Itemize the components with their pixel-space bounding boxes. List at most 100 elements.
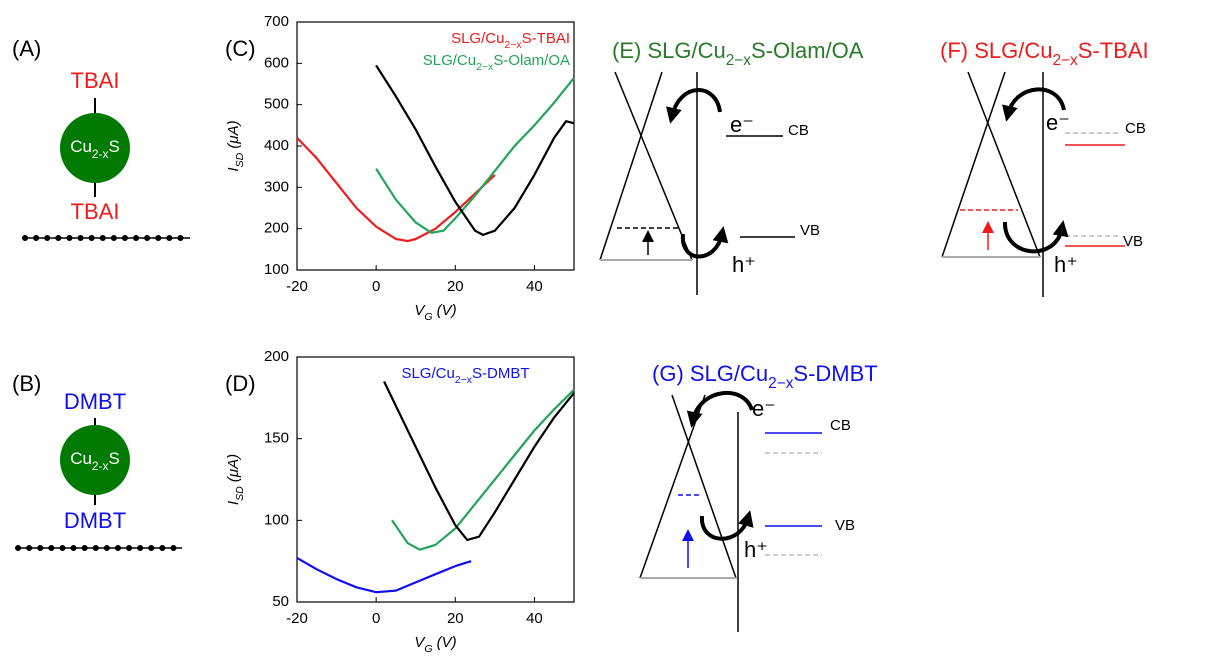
ligand-label: TBAI [71,199,120,224]
text-run: SLG/Cu [451,30,504,47]
cb-label: CB [788,122,809,139]
data-line [296,136,496,243]
text-run: V [414,634,426,651]
text-run: S-Olam/OA [751,38,864,63]
panel-e: (E) SLG/Cu2−xS-Olam/OA e⁻ h⁺ CB VB [599,38,864,295]
panel-a: (A) TBAI Cu2-xS TBAI [12,36,193,241]
y-tick-label: 400 [264,137,289,154]
panel-g: (G) SLG/Cu2−xS-DMBT e⁻ h⁺ CB VB [639,361,878,632]
particle-label: Cu2-xS [70,449,120,473]
text-run: S-DMBT [472,365,530,382]
text-run: SLG/Cu [401,365,454,382]
subscript: 2-x [92,147,109,161]
x-tick-label: 0 [372,278,380,295]
text-run: (V) [433,634,457,651]
x-tick-label: 20 [447,278,464,295]
text-run: S-DMBT [793,361,877,386]
ligand-label: TBAI [71,68,120,93]
plot-frame [296,356,575,603]
dirac-cone [614,71,693,261]
vb-label: VB [835,517,855,534]
text-run: I [225,167,242,171]
electron-label: e⁻ [752,396,776,421]
text-run: (V) [433,302,457,319]
data-line [296,556,472,594]
text-run: S-TBAI [522,30,570,47]
x-axis-label: VG (V) [414,302,456,323]
dirac-cone [599,71,663,261]
dirac-cone [671,394,737,579]
transfer-arrow [666,88,722,124]
x-tick-label: 40 [526,278,543,295]
y-tick-label: 600 [264,54,289,71]
y-axis-label: ISD (μA) [225,454,246,505]
particle [60,113,130,183]
x-tick-label: 20 [447,610,464,627]
subscript: G [424,643,432,655]
panel-label: (B) [12,371,41,396]
panel-label: (C) [225,36,256,61]
hole-label: h⁺ [732,252,756,277]
text-run: (μA) [225,120,242,152]
panel-f: (F) SLG/Cu2−xS-TBAI e⁻ h⁺ CB VB [940,38,1149,297]
text-run: S [108,137,119,156]
y-tick-label: 100 [264,511,289,528]
panel-label: (D) [225,371,256,396]
hole-label: h⁺ [744,537,768,562]
diagram-title: (E) SLG/Cu2−xS-Olam/OA [612,38,864,69]
diagram-title: (G) SLG/Cu2−xS-DMBT [652,361,878,392]
text-run: S [108,449,119,468]
electron-label: e⁻ [1046,110,1070,135]
x-tick-label: 40 [526,610,543,627]
y-tick-label: 500 [264,96,289,113]
subscript: 2−x [1052,52,1078,69]
y-axis-label: ISD (μA) [225,120,246,171]
subscript: 2−x [504,39,522,51]
subscript: G [424,311,432,323]
ligand-label: DMBT [64,389,126,414]
x-tick-label: -20 [286,610,308,627]
legend-entry: SLG/Cu2−xS-Olam/OA [423,52,570,73]
subscript: SD [234,152,246,167]
y-tick-label: 300 [264,178,289,195]
text-run: S-TBAI [1078,38,1149,63]
text-run: Cu [70,449,92,468]
subscript: 2-x [92,459,109,473]
text-run: (F) SLG/Cu [940,38,1052,63]
diagram-title: (F) SLG/Cu2−xS-TBAI [940,38,1149,69]
text-run: (E) SLG/Cu [612,38,726,63]
x-tick-label: -20 [286,278,308,295]
text-run: S-Olam/OA [493,52,570,69]
subscript: 2−x [476,61,494,73]
panel-b: (B) DMBT Cu2-xS DMBT [12,371,185,551]
text-run: (G) SLG/Cu [652,361,768,386]
data-line [375,77,575,234]
particle-label: Cu2-xS [70,137,120,161]
subscript: 2−x [768,375,794,392]
vb-label: VB [800,222,820,239]
y-tick-label: 50 [272,593,289,610]
transfer-arrow [699,510,754,541]
subscript: SD [234,486,246,501]
hole-label: h⁺ [1054,252,1078,277]
text-run: V [414,302,426,319]
y-tick-label: 700 [264,13,289,30]
transfer-arrow [1002,220,1069,254]
cb-label: CB [830,417,851,434]
y-tick-label: 200 [264,220,289,237]
data-line [391,388,575,551]
y-tick-label: 100 [264,261,289,278]
text-run: SLG/Cu [423,52,476,69]
vb-label: VB [1123,233,1143,250]
subscript: 2−x [455,374,473,386]
subscript: 2−x [726,52,752,69]
transfer-arrow [680,226,729,259]
y-tick-label: 150 [264,430,289,447]
particle [60,425,130,495]
y-tick-label: 200 [264,348,289,365]
ligand-label: DMBT [64,508,126,533]
data-line [383,381,575,541]
x-axis-label: VG (V) [414,634,456,655]
